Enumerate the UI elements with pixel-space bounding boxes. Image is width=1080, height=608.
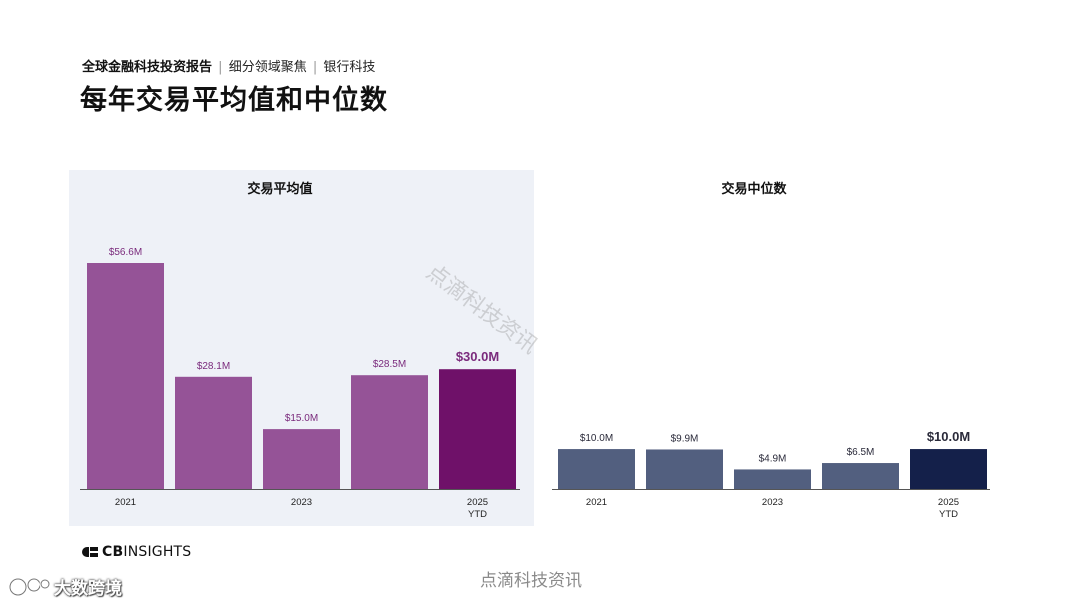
data-label-median-2: $4.9M (759, 453, 787, 464)
data-label-median-0: $10.0M (580, 433, 613, 444)
bar-median-4 (910, 449, 987, 489)
breadcrumb-main: 全球金融科技投资报告 (82, 60, 213, 75)
breadcrumb-sub: 细分领域聚焦 (228, 60, 307, 75)
breadcrumb-topic: 银行科技 (323, 60, 376, 75)
data-label-average-4: $30.0M (456, 349, 499, 364)
bar-median-0 (558, 449, 635, 489)
corner-logo-text: 大数跨境 (54, 579, 122, 599)
bar-median-2 (734, 469, 811, 489)
corner-watermark-logo: 大数跨境 (8, 574, 122, 599)
bar-average-2 (263, 429, 340, 489)
data-label-median-4: $10.0M (927, 429, 970, 444)
tick-label-average-4: 2025 (467, 497, 488, 508)
cb-insights-logo: CBINSIGHTS (82, 544, 191, 560)
bar-median-1 (646, 449, 723, 489)
data-label-average-3: $28.5M (373, 359, 406, 370)
corner-logo-icon (8, 576, 51, 598)
chart-title-median: 交易中位数 (721, 182, 787, 197)
tick-label-average-2: 2023 (291, 497, 312, 508)
tick-label-median-2: 2023 (762, 497, 783, 508)
tick-sublabel-average: YTD (468, 509, 487, 520)
cb-logo-text: CBINSIGHTS (102, 544, 192, 560)
page-title: 每年交易平均值和中位数 (80, 85, 388, 116)
watermark-bottom: 点滴科技资讯 (480, 571, 582, 591)
breadcrumb: 全球金融科技投资报告 | 细分领域聚焦 | 银行科技 (82, 56, 375, 75)
data-label-average-0: $56.6M (109, 247, 142, 258)
bar-average-0 (87, 263, 164, 489)
tick-sublabel-median: YTD (939, 509, 958, 520)
bar-average-4 (439, 369, 516, 489)
bar-median-3 (822, 463, 899, 489)
tick-label-median-0: 2021 (586, 497, 607, 508)
data-label-median-1: $9.9M (671, 433, 699, 444)
tick-label-median-4: 2025 (938, 497, 959, 508)
tick-label-average-0: 2021 (115, 497, 136, 508)
bar-average-1 (175, 376, 252, 489)
cb-logo-icon (82, 545, 98, 559)
breadcrumb-separator: | (312, 60, 318, 75)
data-label-average-1: $28.1M (197, 361, 230, 372)
bar-average-3 (351, 375, 428, 489)
chart-title-average: 交易平均值 (247, 182, 313, 197)
breadcrumb-separator: | (218, 60, 223, 75)
data-label-median-3: $6.5M (847, 447, 875, 458)
data-label-average-2: $15.0M (285, 413, 318, 424)
